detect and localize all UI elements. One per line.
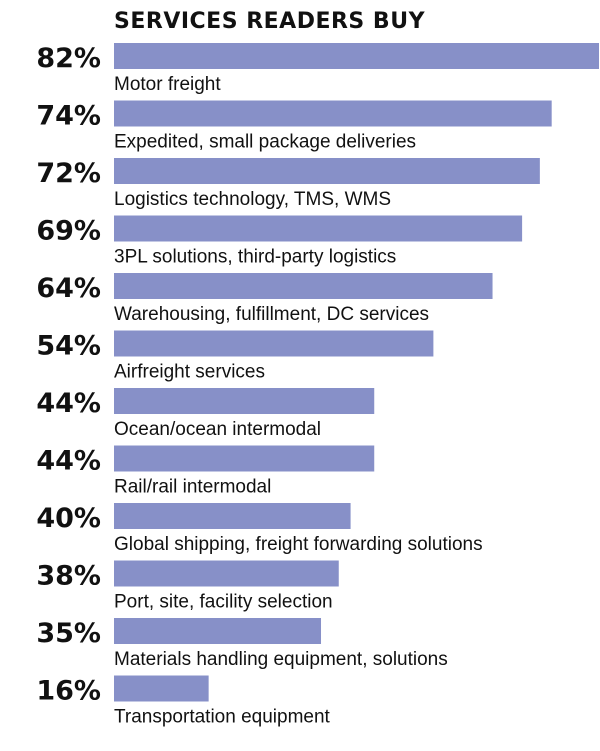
category-label: Warehousing, fulfillment, DC services [114, 304, 429, 325]
percent-labels-group: 82% 74% 72% 69% 64% 54% 44% 44% 40% 38% 35% 16% [36, 43, 101, 707]
category-label: Port, site, facility selection [114, 592, 333, 613]
bar [114, 560, 339, 587]
chart-title: SERVICES READERS BUY [114, 9, 426, 34]
category-label: 3PL solutions, third-party logistics [114, 247, 396, 268]
value-label: 72% [36, 158, 101, 189]
bar [114, 43, 599, 69]
value-label: 69% [36, 216, 101, 247]
value-label: 82% [36, 43, 101, 74]
bar [114, 675, 209, 702]
category-label: Rail/rail intermodal [114, 477, 271, 498]
bar [114, 273, 493, 299]
value-label: 38% [36, 561, 101, 592]
bar [114, 388, 375, 414]
value-label: 44% [36, 388, 101, 419]
value-label: 40% [36, 503, 101, 534]
category-label: Transportation equipment [114, 707, 331, 728]
category-label: Global shipping, freight forwarding solu… [114, 534, 483, 555]
category-label: Motor freight [114, 74, 221, 95]
category-label: Ocean/ocean intermodal [114, 419, 321, 440]
value-label: 44% [36, 446, 101, 477]
value-label: 64% [36, 273, 101, 304]
bars-group [114, 43, 599, 702]
category-labels-group: Motor freight Expedited, small package de… [114, 74, 483, 728]
value-label: 35% [36, 618, 101, 649]
bar [114, 330, 434, 357]
bar [114, 618, 322, 644]
category-label: Logistics technology, TMS, WMS [114, 189, 391, 210]
category-label: Materials handling equipment, solutions [114, 649, 448, 670]
bar [114, 100, 552, 127]
bar [114, 215, 523, 242]
category-label: Expedited, small package deliveries [114, 132, 416, 153]
bar [114, 445, 375, 472]
bar [114, 503, 351, 529]
value-label: 74% [36, 101, 101, 132]
category-label: Airfreight services [114, 362, 265, 383]
bar [114, 158, 540, 184]
value-label: 54% [36, 331, 101, 362]
value-label: 16% [36, 676, 101, 707]
